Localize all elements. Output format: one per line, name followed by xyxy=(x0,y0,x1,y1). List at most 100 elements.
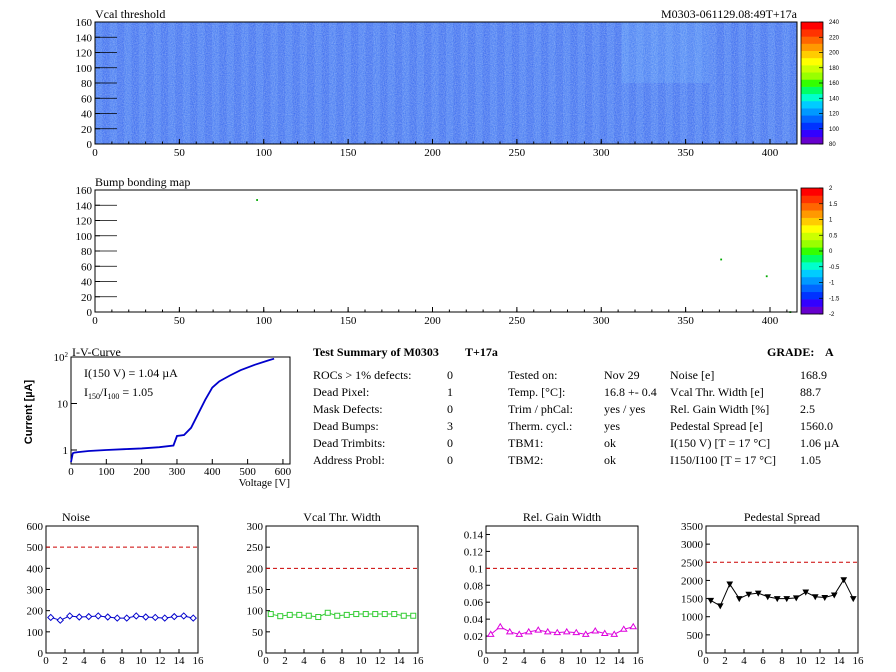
roc-series-line xyxy=(270,612,414,618)
roc-data-point xyxy=(562,627,571,635)
roc-x-tick: 16 xyxy=(193,655,205,667)
roc-x-tick: 10 xyxy=(576,655,588,667)
summary-left-label: Dead Trimbits: xyxy=(313,436,385,450)
roc-x-tick: 6 xyxy=(320,655,326,667)
x-tick-label: 350 xyxy=(677,147,694,159)
roc-y-tick: 150 xyxy=(247,585,264,597)
roc-data-point xyxy=(629,622,638,630)
x-tick-label: 400 xyxy=(762,147,779,159)
palette-label: 220 xyxy=(829,35,840,41)
vcal-threshold-map: 0 50 100 150 200 250 300 350 400 0 20 40 60 80 100 120 1… xyxy=(76,17,798,159)
summary-mid-label: Trim / phCal: xyxy=(508,402,573,416)
roc-data-point xyxy=(486,630,495,637)
roc-data-point xyxy=(802,589,810,596)
summary-left-value: 0 xyxy=(447,453,453,467)
roc-data-point xyxy=(66,612,74,620)
summary-mid-label: TBM1: xyxy=(508,436,543,450)
roc-y-tick: 50 xyxy=(252,627,264,639)
y-tick-label: 160 xyxy=(76,185,93,197)
roc-data-point xyxy=(56,616,64,624)
roc-data-point xyxy=(515,630,524,637)
roc-data-point xyxy=(47,613,55,622)
y-tick-label: 40 xyxy=(81,109,93,121)
roc-x-tick: 10 xyxy=(356,655,368,667)
roc-data-point xyxy=(543,627,552,635)
palette-label: -2 xyxy=(829,312,835,318)
roc-y-tick: 0.02 xyxy=(464,631,483,643)
roc-data-point xyxy=(840,577,848,584)
roc-chart-1: Vcal Thr. Width 0 2 4 6 8 10 12 14 16 0 50 100 150 200… xyxy=(247,510,425,667)
roc-x-tick: 16 xyxy=(853,655,865,667)
roc-y-tick: 0 xyxy=(38,648,44,660)
roc-y-tick: 0 xyxy=(258,648,264,660)
roc-series-line xyxy=(710,578,854,607)
roc-y-tick: 400 xyxy=(27,563,44,575)
palette-label: -1 xyxy=(829,281,835,287)
summary-right-label: Vcal Thr. Width [e] xyxy=(670,385,764,399)
roc-x-tick: 4 xyxy=(81,655,87,667)
x-tick-label: 200 xyxy=(424,147,441,159)
roc-data-point xyxy=(849,596,857,603)
roc-y-tick: 250 xyxy=(247,542,264,554)
y-tick-label: 60 xyxy=(81,93,93,105)
test-summary: Test Summary of M0303 T+17a GRADE: A ROC… xyxy=(313,345,840,467)
roc-data-point xyxy=(296,611,303,618)
roc-y-tick: 600 xyxy=(27,521,44,533)
x-tick-label: 350 xyxy=(677,315,694,327)
roc-x-tick: 14 xyxy=(834,655,846,667)
iv-x-tick: 600 xyxy=(275,466,292,478)
roc-data-point xyxy=(505,627,514,635)
x-tick-label: 200 xyxy=(424,315,441,327)
roc-data-point xyxy=(553,628,562,636)
roc-x-tick: 4 xyxy=(301,655,307,667)
summary-tag: T+17a xyxy=(465,345,498,359)
roc-x-tick: 2 xyxy=(62,655,68,667)
roc-x-tick: 14 xyxy=(174,655,186,667)
roc-y-tick: 0.04 xyxy=(464,614,484,626)
roc-x-tick: 16 xyxy=(633,655,645,667)
roc-data-point xyxy=(381,611,388,618)
roc-chart-title: Rel. Gain Width xyxy=(523,510,601,524)
x-tick-label: 50 xyxy=(174,315,186,327)
roc-data-point xyxy=(343,611,350,618)
summary-title: Test Summary of M0303 xyxy=(313,345,439,359)
palette-label: 160 xyxy=(829,81,840,87)
roc-data-point xyxy=(811,594,819,601)
iv-curve-plot: 0 100 200 300 400 500 600 1 10 102 xyxy=(54,351,292,478)
roc-data-point xyxy=(773,596,781,603)
roc-data-point xyxy=(830,592,838,599)
x-tick-label: 150 xyxy=(340,147,357,159)
palette-label: 0 xyxy=(829,249,833,255)
summary-right-label: Noise [e] xyxy=(670,368,714,382)
roc-data-point xyxy=(619,625,628,632)
roc-x-tick: 14 xyxy=(614,655,626,667)
y-tick-label: 100 xyxy=(76,231,93,243)
palette-label: 80 xyxy=(829,142,836,148)
summary-mid-value: Nov 29 xyxy=(604,368,640,382)
palette-label: 1.5 xyxy=(829,202,838,208)
summary-left-value: 3 xyxy=(447,419,453,433)
roc-x-tick: 8 xyxy=(119,655,125,667)
palette-label: 1 xyxy=(829,218,833,224)
palette-label: 120 xyxy=(829,112,840,118)
summary-mid-value: 16.8 +- 0.4 xyxy=(604,385,657,399)
y-tick-label: 140 xyxy=(76,32,93,44)
roc-y-tick: 300 xyxy=(247,521,264,533)
grade-value: A xyxy=(825,345,834,359)
x-tick-label: 300 xyxy=(593,315,610,327)
bump-map-title: Bump bonding map xyxy=(95,175,190,189)
roc-y-tick: 0 xyxy=(698,648,704,660)
roc-series-line xyxy=(490,626,634,635)
roc-data-point xyxy=(821,594,829,602)
roc-data-point xyxy=(496,622,505,630)
roc-data-point xyxy=(524,627,533,635)
summary-mid-label: TBM2: xyxy=(508,453,543,467)
roc-x-tick: 8 xyxy=(779,655,785,667)
palette-label: 2 xyxy=(829,186,833,192)
roc-x-tick: 12 xyxy=(815,655,826,667)
palette-label: -1.5 xyxy=(829,296,840,302)
iv-x-tick: 200 xyxy=(133,466,150,478)
y-tick-label: 0 xyxy=(87,139,93,151)
